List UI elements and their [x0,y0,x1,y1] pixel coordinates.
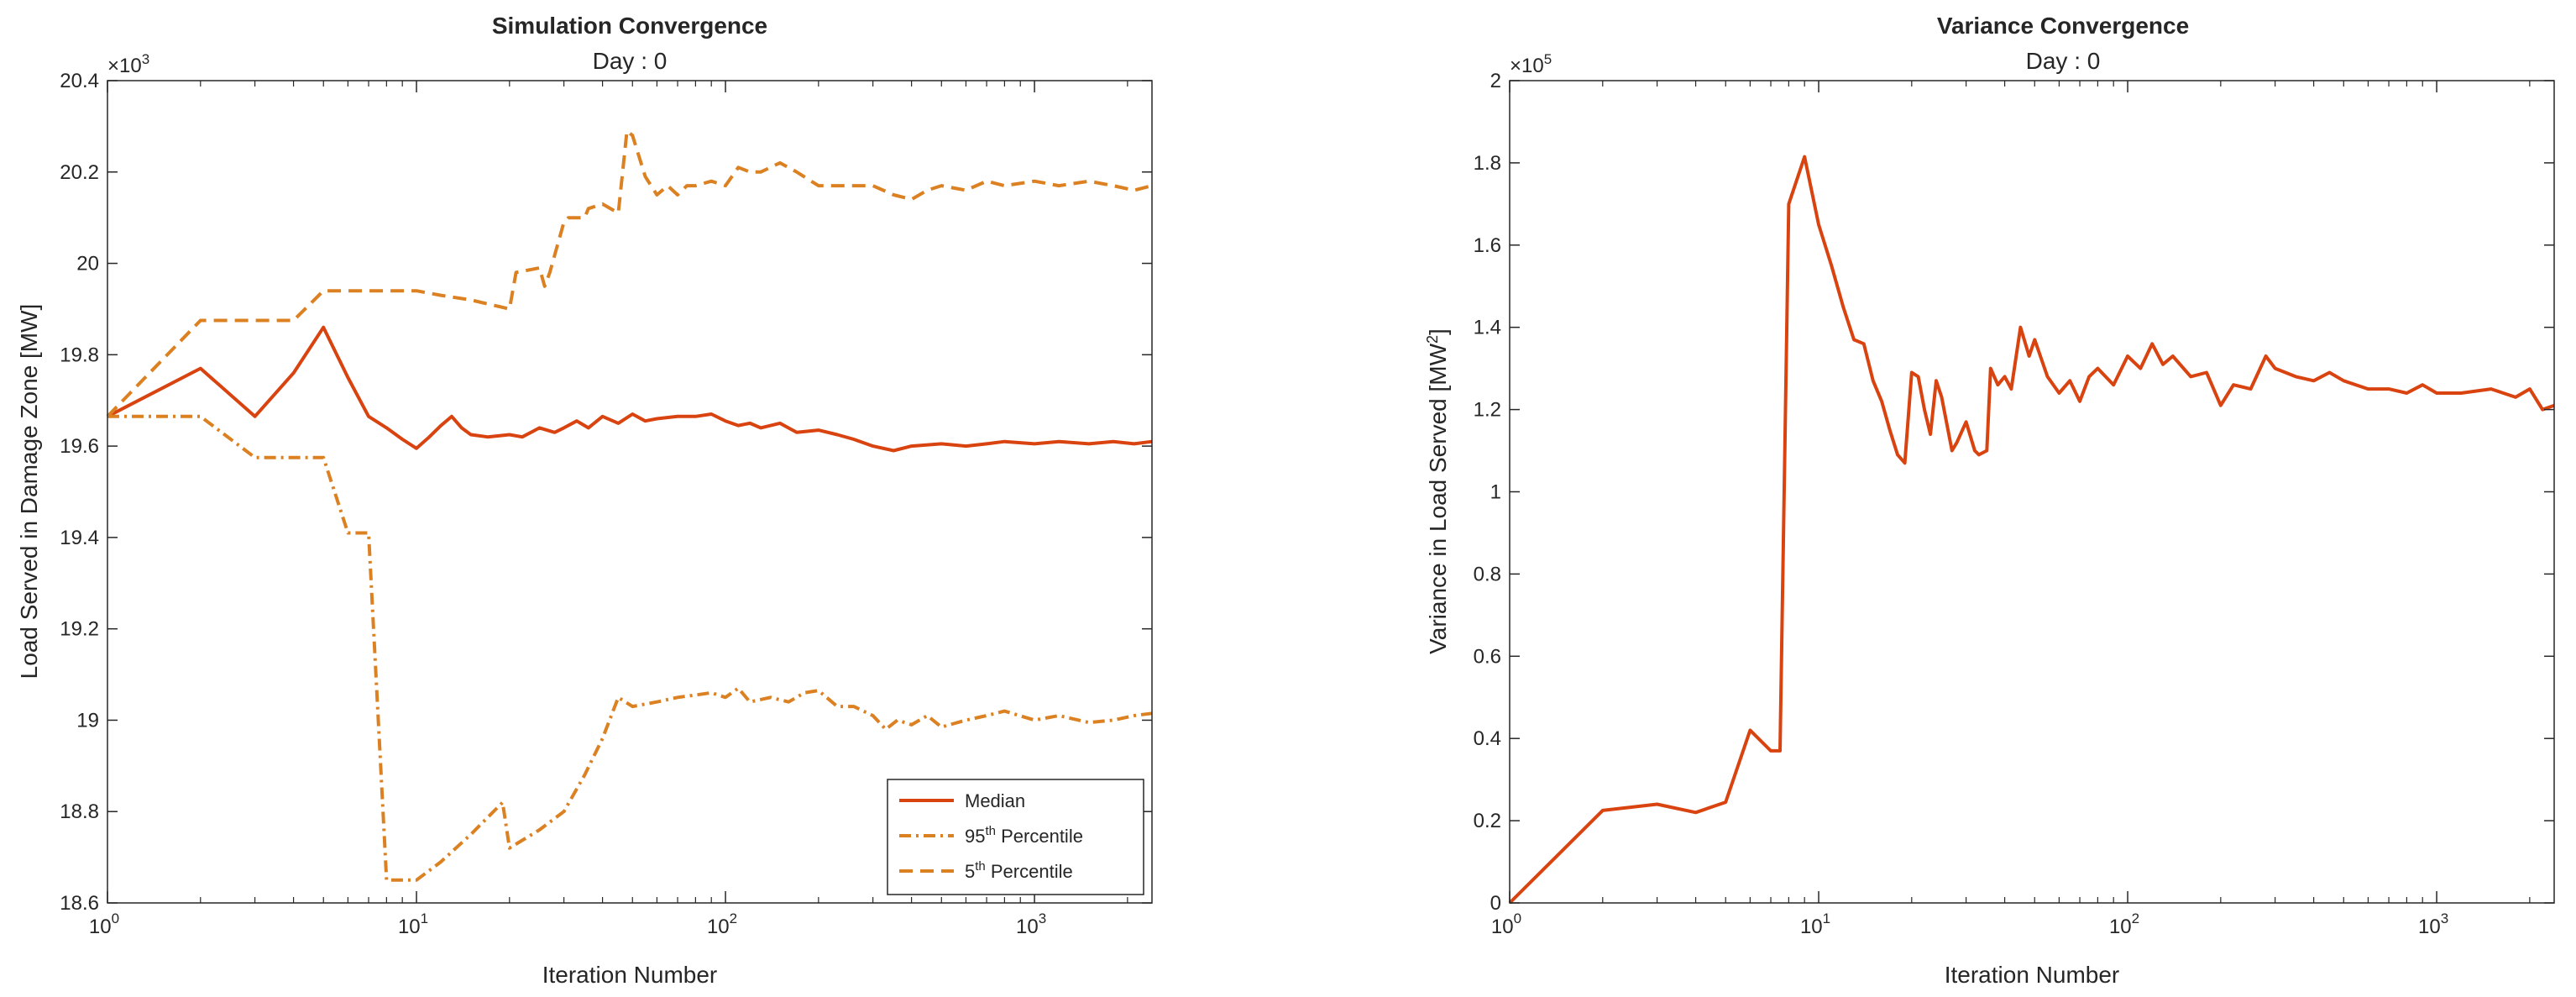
x-tick-label: 103 [2418,910,2448,938]
chart-title: Simulation Convergence [492,13,767,39]
y-exponent-label: ×105 [1510,51,1552,77]
x-axis-label: Iteration Number [1945,962,2120,988]
chart-title: Variance Convergence [1937,13,2189,39]
x-tick-label: 102 [707,910,737,938]
series-line-variance [1508,155,2555,905]
plot-area [107,81,1152,903]
y-tick-label: 20.4 [60,70,99,92]
plot-area [1510,81,2554,903]
y-tick-label: 0.6 [1474,645,1501,668]
x-axis-label: Iteration Number [542,962,718,988]
legend-label-5th: 5th Percentile [965,859,1073,882]
plot-box [107,80,1153,904]
x-tick-label: 102 [2109,910,2139,938]
y-tick-label: 19 [76,709,99,732]
y-tick-label: 20.2 [60,161,99,184]
y-tick-label: 19.8 [60,344,99,366]
y-axis-label: Load Served in Damage Zone [MW] [16,304,42,680]
chart-subtitle: Day : 0 [593,48,668,74]
y-tick-label: 1 [1490,481,1501,504]
y-tick-label: 0.8 [1474,563,1501,585]
y-tick-label: 1.6 [1474,234,1501,257]
y-tick-label: 0.4 [1474,727,1501,750]
series-line-5th-percentile [106,129,1153,418]
y-tick-label: 18.8 [60,800,99,823]
y-tick-label: 2 [1490,70,1501,92]
y-tick-label: 0 [1490,892,1501,915]
y-axis-label: Variance in Load Served [MW2] [1424,328,1451,654]
chart-subtitle: Day : 0 [2026,48,2101,74]
variance-chart: Variance Convergence Day : 0 0 0.2 0.4 0.6 0… [1424,13,2555,988]
load-served-chart: Simulation Convergence Day : 0 18.6 18.8 1… [16,13,1153,988]
y-tick-label: 18.6 [60,892,99,915]
y-tick-label: 0.2 [1474,810,1501,832]
y-tick-label: 1.4 [1474,317,1501,339]
x-tick-label: 101 [1800,910,1830,938]
y-tick-label: 1.8 [1474,152,1501,175]
y-tick-label: 19.6 [60,435,99,458]
y-tick-label: 19.4 [60,527,99,549]
series-line-median [107,325,1153,453]
x-tick-label: 101 [398,910,428,938]
legend-label-95th: 95th Percentile [965,824,1083,847]
y-tick-label: 19.2 [60,618,99,641]
legend-label-median: Median [965,790,1025,811]
legend: Median 95th Percentile 5th Percentile [887,779,1144,895]
series-line-95th-percentile [107,414,1153,882]
y-exponent-label: ×103 [107,51,149,77]
x-tick-label: 100 [1491,910,1521,938]
y-tick-label: 1.2 [1474,399,1501,422]
x-tick-label: 103 [1016,910,1046,938]
x-tick-label: 100 [89,910,119,938]
y-tick-label: 20 [76,253,99,275]
